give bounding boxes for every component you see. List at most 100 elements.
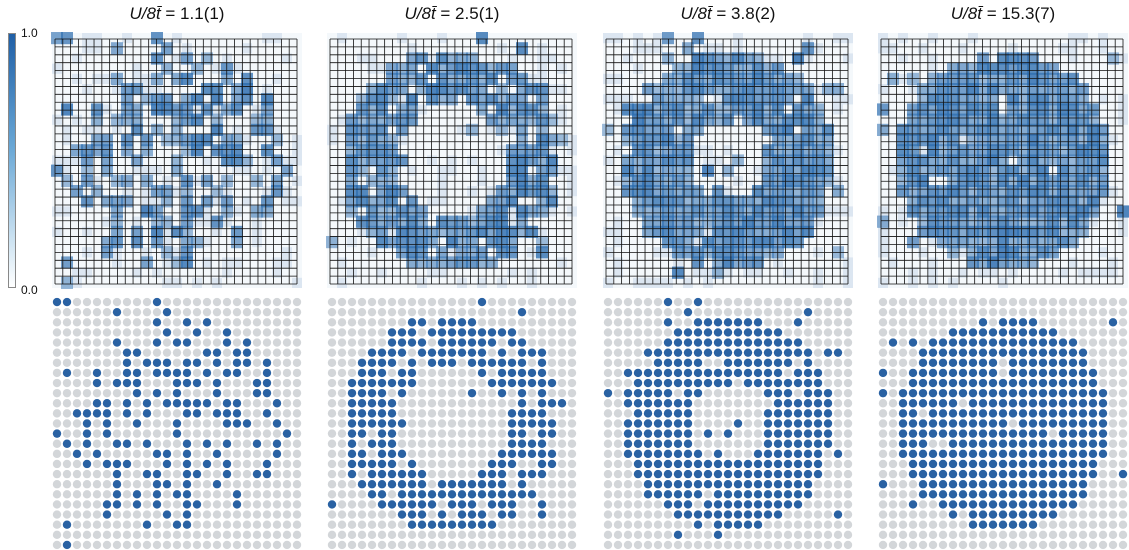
site-occupied [764,409,772,417]
site-empty [919,500,927,508]
site-empty [83,318,91,326]
site-occupied [428,348,436,356]
site-empty [348,328,356,336]
site-occupied [814,409,822,417]
site-empty [488,308,496,316]
site-occupied [714,450,722,458]
site-occupied [488,328,496,336]
site-occupied [173,429,181,437]
site-empty [889,419,897,427]
site-empty [1039,318,1047,326]
site-empty [283,298,291,306]
site-empty [183,429,191,437]
density-cell [447,155,457,165]
site-empty [1109,399,1117,407]
site-occupied [714,470,722,478]
site-empty [293,480,301,488]
site-empty [388,490,396,498]
site-occupied [989,389,997,397]
site-empty [1039,308,1047,316]
site-occupied [979,328,987,336]
site-occupied [979,500,987,508]
site-occupied [674,348,682,356]
site-empty [418,379,426,387]
site-empty [614,369,622,377]
site-occupied [979,338,987,346]
site-empty [879,348,887,356]
site-occupied [959,369,967,377]
site-empty [348,500,356,508]
site-empty [163,389,171,397]
site-occupied [63,521,71,529]
density-cell [723,186,733,196]
site-empty [193,429,201,437]
site-empty [358,308,366,316]
site-empty [243,470,251,478]
density-cell [212,64,222,74]
density-cell [928,64,938,74]
site-empty [273,409,281,417]
site-occupied [388,500,396,508]
site-occupied [1039,348,1047,356]
site-occupied [714,500,722,508]
site-empty [213,308,221,316]
site-empty [428,450,436,458]
site-occupied [939,379,947,387]
site-occupied [548,379,556,387]
site-occupied [263,409,271,417]
density-cell [122,33,132,43]
site-occupied [488,338,496,346]
site-empty [273,308,281,316]
site-empty [468,470,476,478]
site-empty [243,541,251,549]
site-empty [949,541,957,549]
density-cell [182,43,192,53]
site-empty [53,348,61,356]
site-empty [834,328,842,336]
site-occupied [959,460,967,468]
site-occupied [754,328,762,336]
site-occupied [163,308,171,316]
site-empty [63,399,71,407]
site-empty [704,298,712,306]
site-occupied [508,379,516,387]
site-empty [358,541,366,549]
site-occupied [909,460,917,468]
site-occupied [378,500,386,508]
site-occupied [919,450,927,458]
site-empty [293,460,301,468]
site-empty [438,440,446,448]
site-empty [388,308,396,316]
site-empty [744,531,752,539]
site-occupied [704,318,712,326]
site-empty [604,308,612,316]
site-empty [834,480,842,488]
site-empty [83,328,91,336]
site-empty [568,521,576,529]
site-empty [889,500,897,508]
site-empty [53,359,61,367]
site-empty [328,490,336,498]
site-occupied [83,419,91,427]
site-empty [133,470,141,478]
site-empty [949,298,957,306]
site-occupied [183,409,191,417]
site-empty [293,308,301,316]
site-empty [213,541,221,549]
site-occupied [939,369,947,377]
site-empty [93,318,101,326]
site-occupied [518,379,526,387]
site-empty [558,490,566,498]
site-empty [774,308,782,316]
site-empty [794,359,802,367]
site-empty [368,298,376,306]
site-occupied [273,419,281,427]
density-cell [231,236,243,248]
site-occupied [714,348,722,356]
site-empty [273,389,281,397]
site-occupied [999,470,1007,478]
site-occupied [919,429,927,437]
site-empty [193,348,201,356]
site-empty [694,429,702,437]
density-cell [262,166,272,176]
